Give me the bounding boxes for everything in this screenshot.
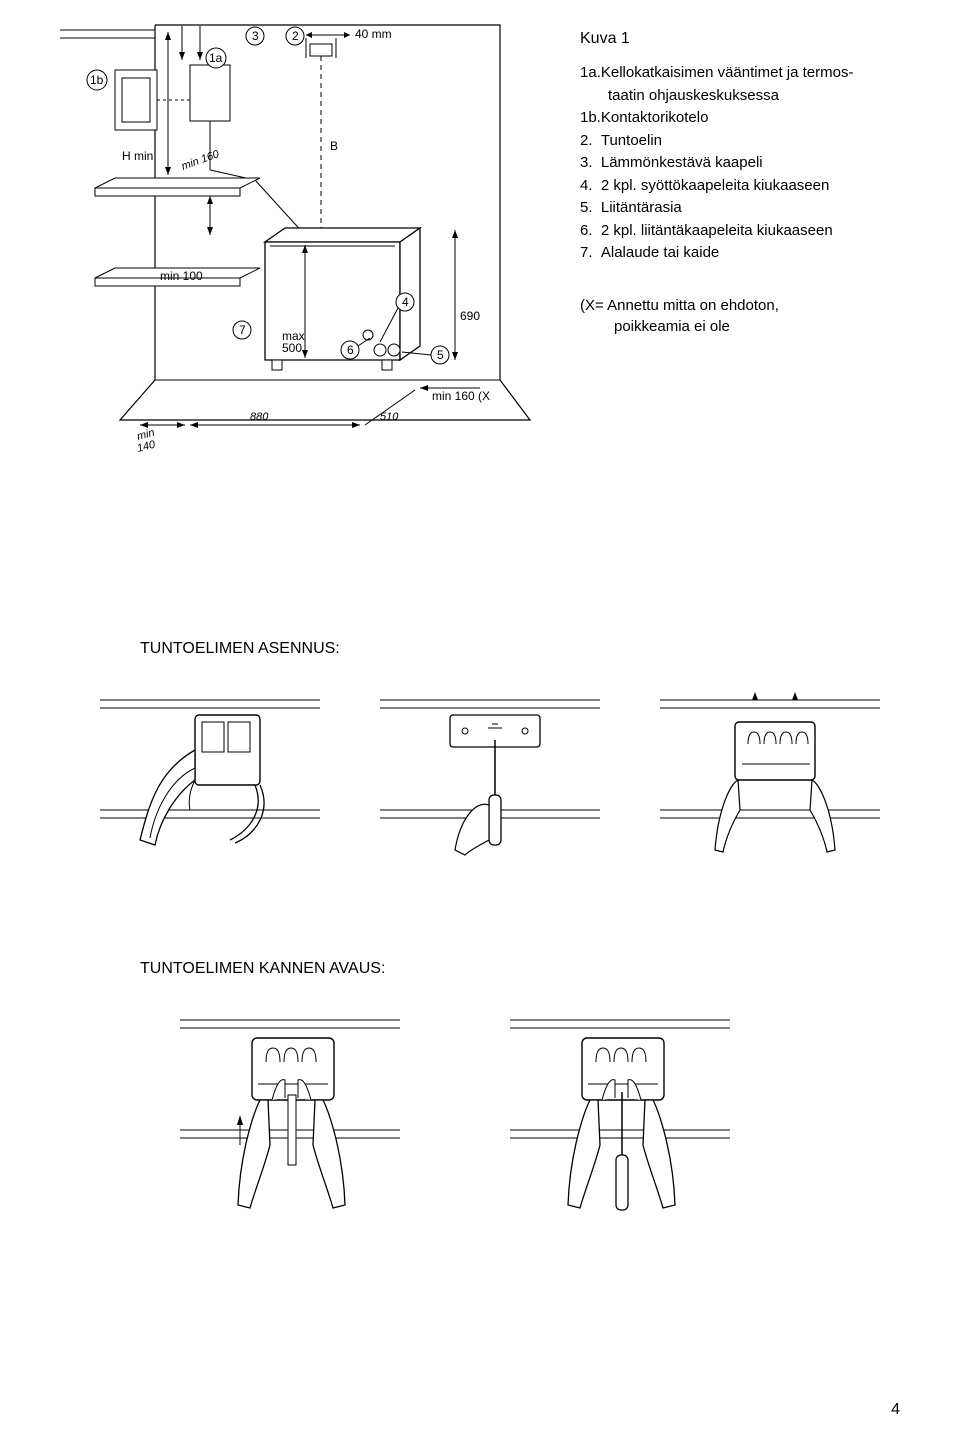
svg-text:7: 7 — [239, 323, 246, 337]
asennus-step-3 — [660, 680, 880, 860]
svg-text:1b: 1b — [90, 73, 104, 87]
page-number: 4 — [891, 1401, 900, 1419]
svg-text:B: B — [330, 139, 338, 153]
svg-text:min 160: min 160 — [180, 148, 222, 173]
svg-text:(X: (X — [478, 389, 490, 403]
svg-text:510: 510 — [380, 411, 399, 423]
svg-text:3: 3 — [252, 29, 259, 43]
kannen-step-2 — [510, 1000, 730, 1220]
figure-legend: Kuva 1 1a.Kellokatkaisimen vääntimet ja … — [580, 30, 920, 265]
svg-text:2: 2 — [292, 29, 299, 43]
svg-text:4: 4 — [402, 295, 409, 309]
figure-title: Kuva 1 — [580, 30, 920, 48]
kannen-step-1 — [180, 1000, 400, 1220]
svg-text:1a: 1a — [209, 51, 223, 65]
svg-text:500: 500 — [282, 341, 302, 355]
figure-note: (X= Annettu mitta on ehdoton, poikkeamia… — [580, 295, 920, 337]
svg-text:880: 880 — [250, 411, 269, 423]
section-heading-asennus: TUNTOELIMEN ASENNUS: — [140, 640, 340, 658]
svg-text:min 160: min 160 — [432, 389, 475, 403]
svg-text:40 mm: 40 mm — [355, 27, 392, 41]
svg-text:5: 5 — [437, 348, 444, 362]
svg-text:6: 6 — [347, 343, 354, 357]
svg-text:690: 690 — [460, 309, 480, 323]
asennus-step-1 — [100, 680, 320, 860]
section-heading-kannen: TUNTOELIMEN KANNEN AVAUS: — [140, 960, 385, 978]
svg-text:H min: H min — [122, 149, 153, 163]
svg-text:min 100: min 100 — [160, 269, 203, 283]
installation-diagram: 40 mm 2 3 B 1b 1a — [60, 20, 560, 500]
asennus-step-2 — [380, 680, 600, 860]
